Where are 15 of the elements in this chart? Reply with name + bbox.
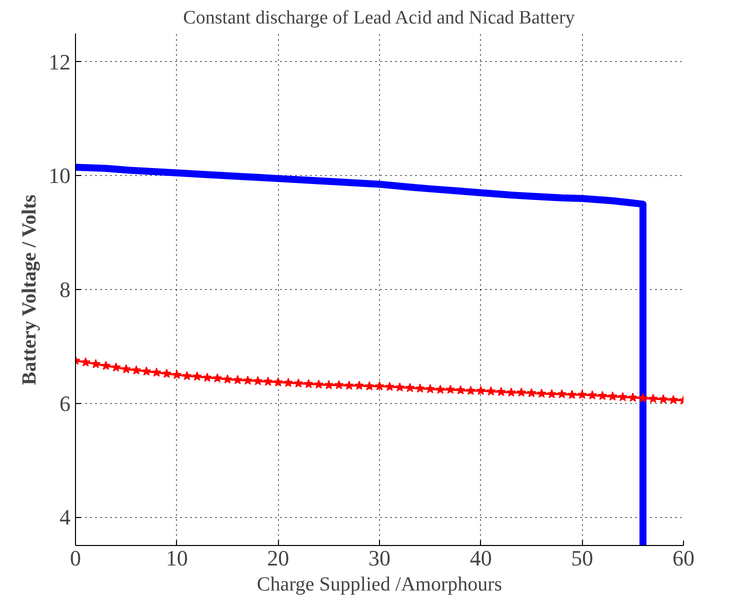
x-tick-label: 40 — [470, 546, 492, 570]
y-axis-title: Battery Voltage / Volts — [18, 194, 40, 386]
y-tick-label: 12 — [48, 49, 70, 74]
y-tick-label: 4 — [60, 504, 70, 530]
y-tick-label: 10 — [48, 163, 70, 188]
x-axis-title: Charge Supplied /Amorphours — [256, 574, 502, 596]
y-tick-label: 8 — [60, 277, 70, 302]
x-tick-label: 60 — [672, 546, 694, 570]
y-tick-label: 6 — [60, 390, 70, 416]
x-tick-label: 0 — [70, 546, 81, 570]
x-tick-label: 20 — [267, 546, 290, 570]
chart-title: Constant discharge of Lead Acid and Nicad Battery — [183, 8, 576, 28]
x-tick-label: 50 — [571, 546, 594, 570]
x-tick-label: 30 — [368, 546, 390, 570]
x-tick-label: 10 — [166, 546, 188, 570]
